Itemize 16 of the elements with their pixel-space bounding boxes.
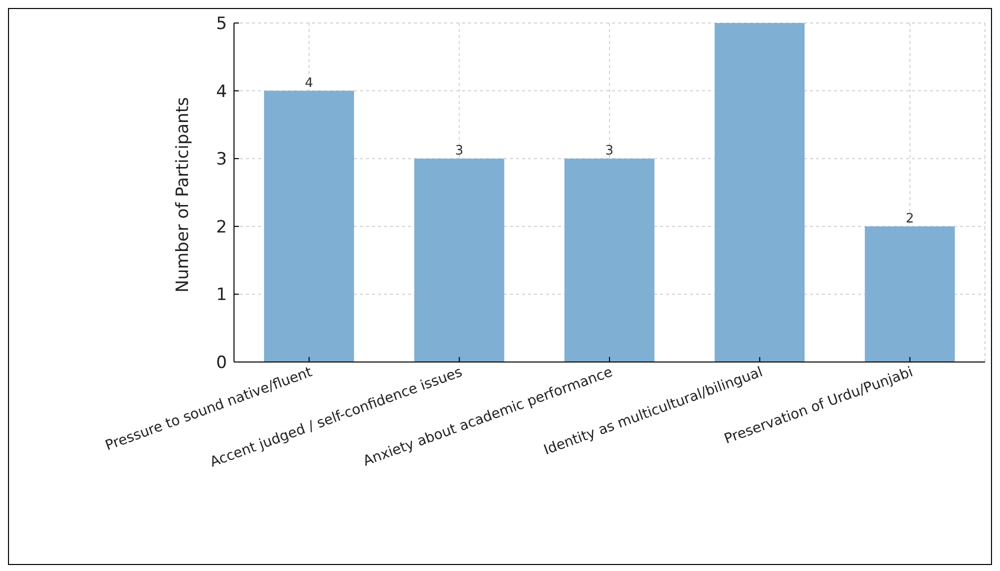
bar xyxy=(714,23,805,362)
data-label: 4 xyxy=(304,76,314,91)
bar xyxy=(564,158,654,362)
y-tick-label: 3 xyxy=(216,150,227,170)
y-tick-label: 0 xyxy=(216,353,227,374)
y-tick-label: 5 xyxy=(216,14,227,34)
bar xyxy=(414,158,504,362)
y-tick-label: 1 xyxy=(216,285,227,306)
data-label: 3 xyxy=(455,144,464,159)
data-label: 3 xyxy=(605,144,614,159)
y-axis-title: Number of Participants xyxy=(173,97,194,292)
bar xyxy=(864,226,955,362)
y-tick-label: 4 xyxy=(216,82,227,102)
data-label: 2 xyxy=(906,211,914,226)
y-tick-label: 2 xyxy=(216,217,227,238)
bar xyxy=(264,90,354,362)
